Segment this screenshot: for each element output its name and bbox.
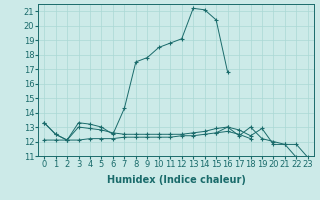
- X-axis label: Humidex (Indice chaleur): Humidex (Indice chaleur): [107, 175, 245, 185]
